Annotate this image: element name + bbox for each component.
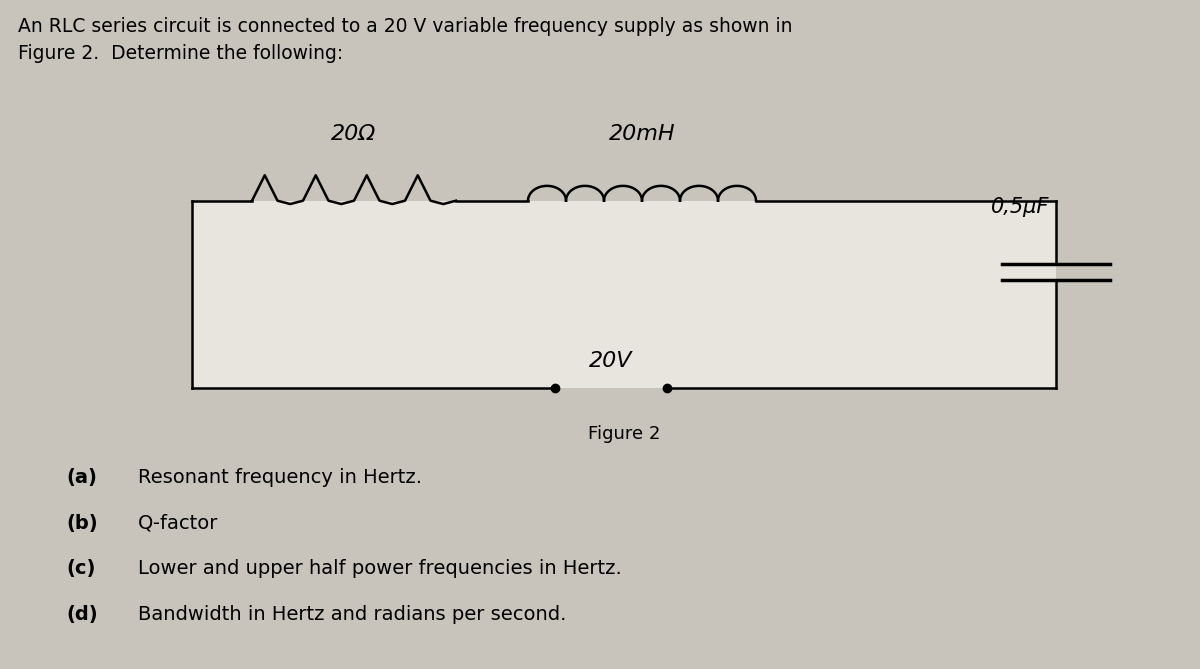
FancyBboxPatch shape [192,201,1056,388]
Text: Resonant frequency in Hertz.: Resonant frequency in Hertz. [138,468,422,487]
Text: Lower and upper half power frequencies in Hertz.: Lower and upper half power frequencies i… [138,559,622,578]
Text: An RLC series circuit is connected to a 20 V variable frequency supply as shown : An RLC series circuit is connected to a … [18,17,792,63]
Text: Figure 2: Figure 2 [588,425,660,443]
Text: (b): (b) [66,514,97,533]
Text: (c): (c) [66,559,95,578]
Text: 20Ω: 20Ω [331,124,377,144]
Text: (a): (a) [66,468,97,487]
Text: (d): (d) [66,605,97,624]
Text: Bandwidth in Hertz and radians per second.: Bandwidth in Hertz and radians per secon… [138,605,566,624]
Text: 20V: 20V [589,351,632,371]
Text: 0,5μF: 0,5μF [991,197,1049,217]
Text: 20mH: 20mH [608,124,676,144]
Text: Q-factor: Q-factor [138,514,218,533]
